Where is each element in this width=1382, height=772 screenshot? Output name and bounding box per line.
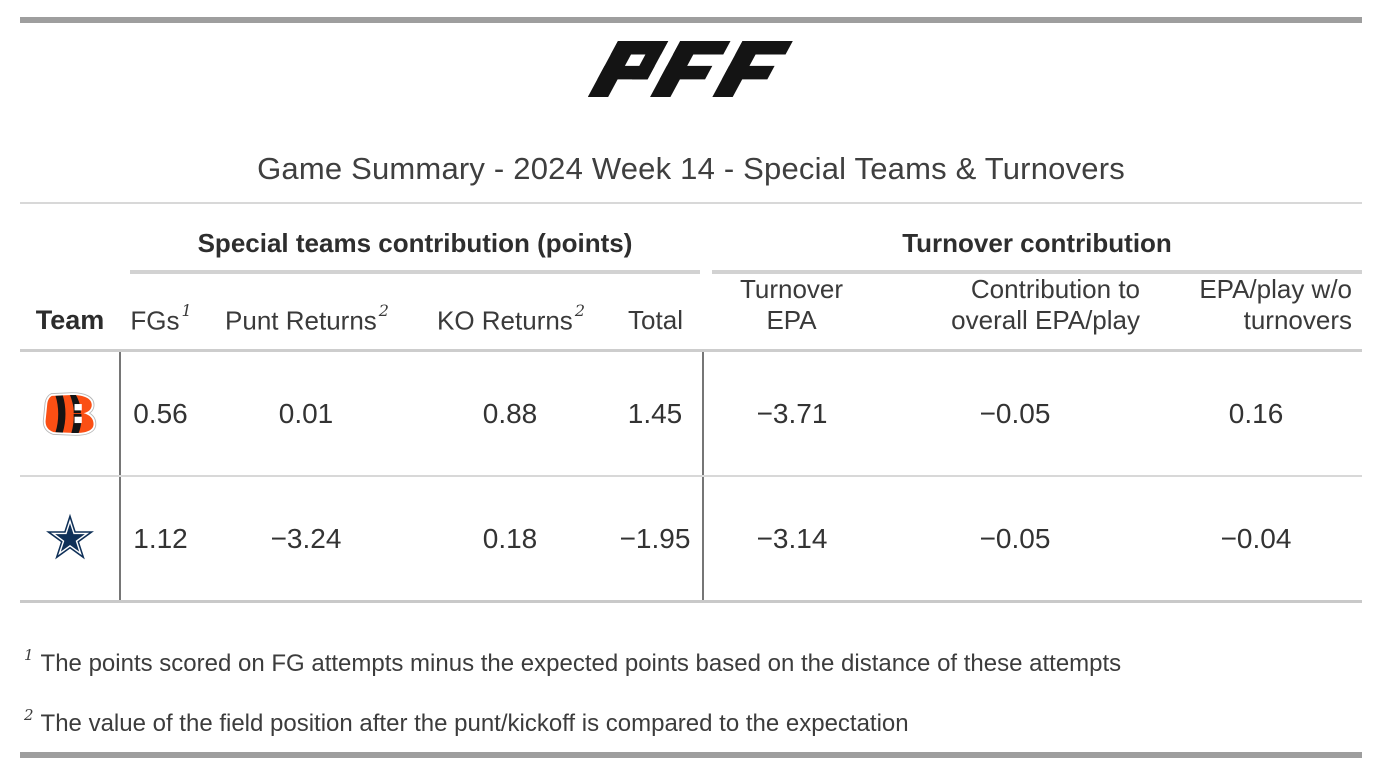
value-bengals-fgs: 0.56 [119, 350, 200, 478]
bengals-logo-icon [42, 392, 96, 436]
top-rule [20, 17, 1362, 23]
value-bengals-contribution: −0.05 [880, 350, 1151, 478]
pff-logo-icon [588, 41, 793, 97]
value-cowboys-ko: 0.18 [412, 476, 608, 604]
spanner-special-teams: Special teams contribution (points) [120, 203, 703, 274]
page-title: Game Summary - 2024 Week 14 - Special Te… [257, 151, 1125, 186]
col-header-turnover-epa: Turnover EPA [703, 274, 881, 353]
summary-table-wrap: Special teams contribution (points) Turn… [20, 202, 1363, 604]
value-cowboys-punt: −3.24 [200, 476, 412, 604]
bottom-rule [20, 752, 1362, 758]
value-cowboys-contribution: −0.05 [880, 476, 1151, 604]
value-bengals-total: 1.45 [608, 350, 704, 478]
pff-logo [0, 40, 1382, 103]
col-header-team: Team [20, 274, 120, 353]
value-bengals-ko: 0.88 [412, 350, 608, 478]
punt-footnote-marker: 2 [378, 300, 389, 320]
footnote-2-text: The value of the field position after th… [40, 710, 909, 737]
footnote-1-text: The points scored on FG attempts minus t… [40, 650, 1122, 677]
cowboys-logo-icon [45, 513, 94, 560]
footnote-2: 2 The value of the field position after t… [24, 706, 909, 738]
summary-table: Special teams contribution (points) Turn… [20, 202, 1363, 604]
column-header-row: Team FGs 1 Punt Returns 2 KO Returns 2 Tota… [20, 274, 1363, 353]
value-bengals-epa-wo: 0.16 [1150, 350, 1363, 478]
value-cowboys-fgs: 1.12 [119, 476, 200, 604]
spanner-special-teams-label: Special teams contribution (points) [130, 228, 701, 274]
footnote-2-marker: 2 [24, 706, 34, 724]
spanner-spacer [20, 203, 120, 274]
team-cell-cowboys [20, 476, 120, 604]
col-header-total: Total [608, 274, 704, 353]
team-cell-bengals [20, 350, 120, 478]
value-cowboys-total: −1.95 [608, 476, 704, 604]
value-bengals-turnover-epa: −3.71 [702, 350, 881, 478]
value-cowboys-epa-wo: −0.04 [1150, 476, 1363, 604]
fgs-footnote-marker: 1 [181, 300, 192, 320]
spanner-turnover-label: Turnover contribution [712, 228, 1363, 274]
value-bengals-punt: 0.01 [200, 350, 412, 478]
footnote-1: 1 The points scored on FG attempts minus … [24, 646, 1122, 678]
col-header-fgs: FGs 1 [120, 274, 200, 353]
table-row-bengals: 0.56 0.01 0.88 1.45 −3.71 −0.05 0.16 [20, 350, 1363, 478]
ko-footnote-marker: 2 [574, 300, 585, 320]
spanner-row: Special teams contribution (points) Turn… [20, 203, 1363, 274]
col-header-contribution-epa: Contribution to overall EPA/play [880, 274, 1151, 353]
spanner-turnover: Turnover contribution [703, 203, 1363, 274]
col-header-ko-returns: KO Returns 2 [412, 274, 608, 353]
table-row-cowboys: 1.12 −3.24 0.18 −1.95 −3.14 −0.05 −0.04 [20, 476, 1363, 604]
value-cowboys-turnover-epa: −3.14 [702, 476, 881, 604]
col-header-epa-wo-turnovers: EPA/play w/o turnovers [1150, 274, 1363, 353]
footnote-1-marker: 1 [24, 646, 34, 664]
col-header-punt-returns: Punt Returns 2 [200, 274, 412, 353]
